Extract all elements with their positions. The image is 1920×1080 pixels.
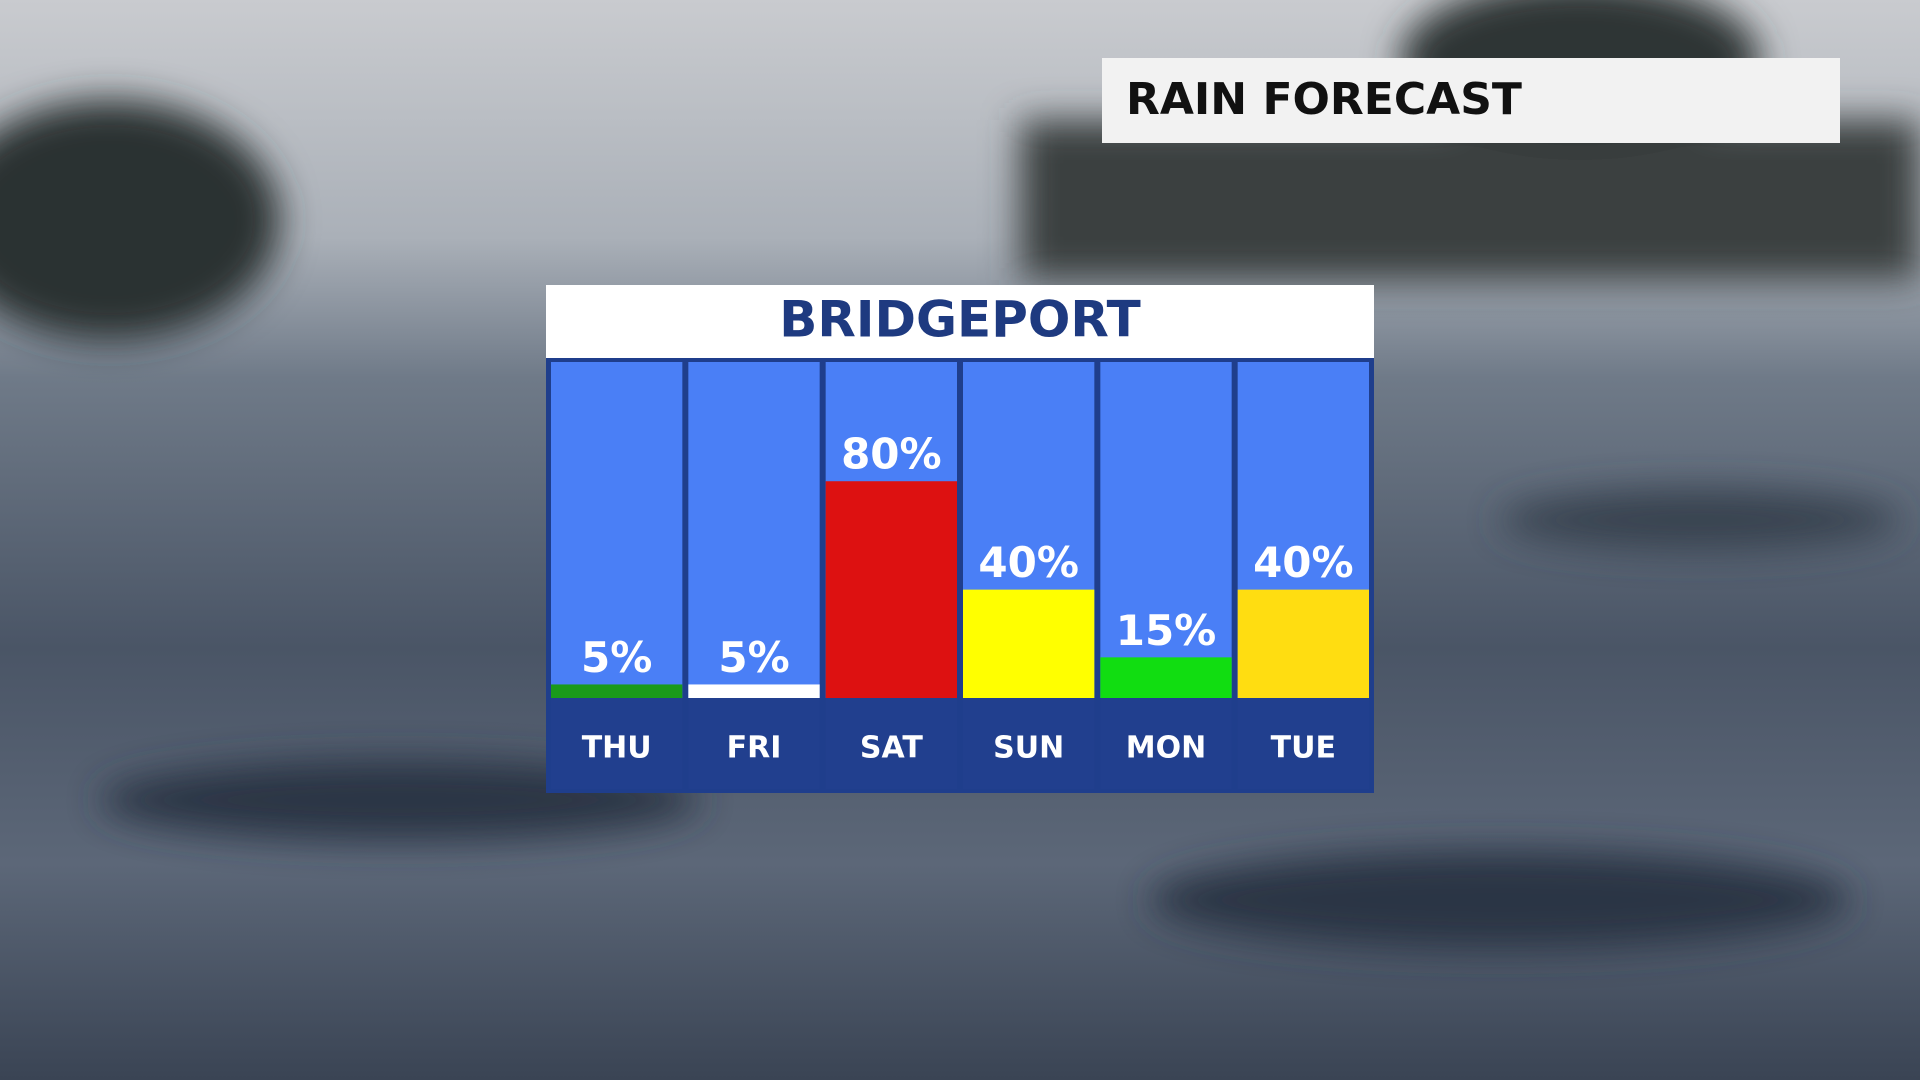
category-band xyxy=(551,698,683,789)
value-label: 5% xyxy=(581,633,652,682)
bar xyxy=(688,684,820,698)
value-label: 40% xyxy=(1253,538,1354,587)
bar xyxy=(551,684,683,698)
bar xyxy=(1100,657,1232,698)
value-label: 40% xyxy=(978,538,1079,587)
x-tick-label: TUE xyxy=(1271,731,1336,766)
header-title: RAIN FORECAST xyxy=(1126,74,1522,125)
column-background xyxy=(688,362,820,698)
bar xyxy=(1237,589,1369,698)
category-band xyxy=(825,698,957,789)
category-band xyxy=(688,698,820,789)
x-tick-label: SUN xyxy=(993,731,1064,766)
category-band xyxy=(1237,698,1369,789)
category-band xyxy=(1100,698,1232,789)
bar xyxy=(963,589,1095,698)
x-tick-label: SAT xyxy=(860,731,923,766)
panel-title-band xyxy=(546,285,1374,358)
column-background xyxy=(1100,362,1232,698)
value-label: 5% xyxy=(718,633,789,682)
x-tick-label: THU xyxy=(582,731,652,766)
bar xyxy=(825,481,957,698)
value-label: 80% xyxy=(841,430,942,479)
x-tick-label: MON xyxy=(1126,731,1206,766)
header-box xyxy=(1102,58,1840,143)
value-label: 15% xyxy=(1116,606,1217,655)
x-tick-label: FRI xyxy=(727,731,782,766)
panel-title: BRIDGEPORT xyxy=(779,291,1140,349)
column-background xyxy=(551,362,683,698)
panel xyxy=(546,285,1374,793)
category-band xyxy=(963,698,1095,789)
